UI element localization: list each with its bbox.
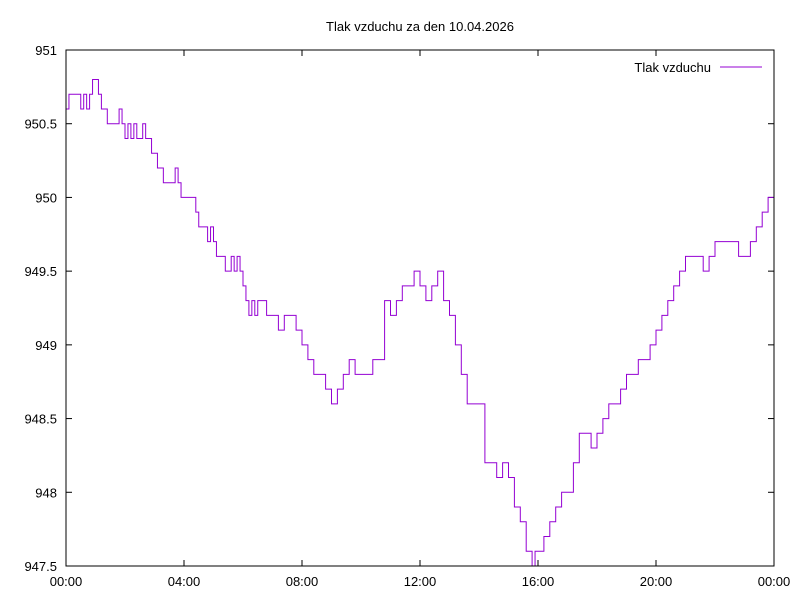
y-tick-label: 948 xyxy=(35,485,57,500)
y-tick-label: 951 xyxy=(35,43,57,58)
x-tick-label: 16:00 xyxy=(522,574,555,589)
y-tick-label: 950 xyxy=(35,190,57,205)
series-line xyxy=(66,78,774,567)
plot-area: 947.5 948 948.5 949 949.5 950 950.5 951 00:00 04:… xyxy=(24,43,790,589)
x-tick-label: 00:00 xyxy=(758,574,791,589)
y-tick-label: 949.5 xyxy=(24,264,57,279)
x-tick-label: 00:00 xyxy=(50,574,83,589)
x-tick-label: 12:00 xyxy=(404,574,437,589)
y-tick-label: 949 xyxy=(35,338,57,353)
y-tick-label: 947.5 xyxy=(24,559,57,574)
legend: Tlak vzduchu xyxy=(634,60,762,75)
legend-label: Tlak vzduchu xyxy=(634,60,711,75)
chart-title: Tlak vzduchu za den 10.04.2026 xyxy=(326,19,514,34)
y-tick-label: 948.5 xyxy=(24,412,57,427)
y-tick-label: 950.5 xyxy=(24,117,57,132)
x-tick-label: 20:00 xyxy=(640,574,673,589)
plot-frame xyxy=(65,49,775,567)
x-tick-label: 04:00 xyxy=(168,574,201,589)
x-tick-label: 08:00 xyxy=(286,574,319,589)
